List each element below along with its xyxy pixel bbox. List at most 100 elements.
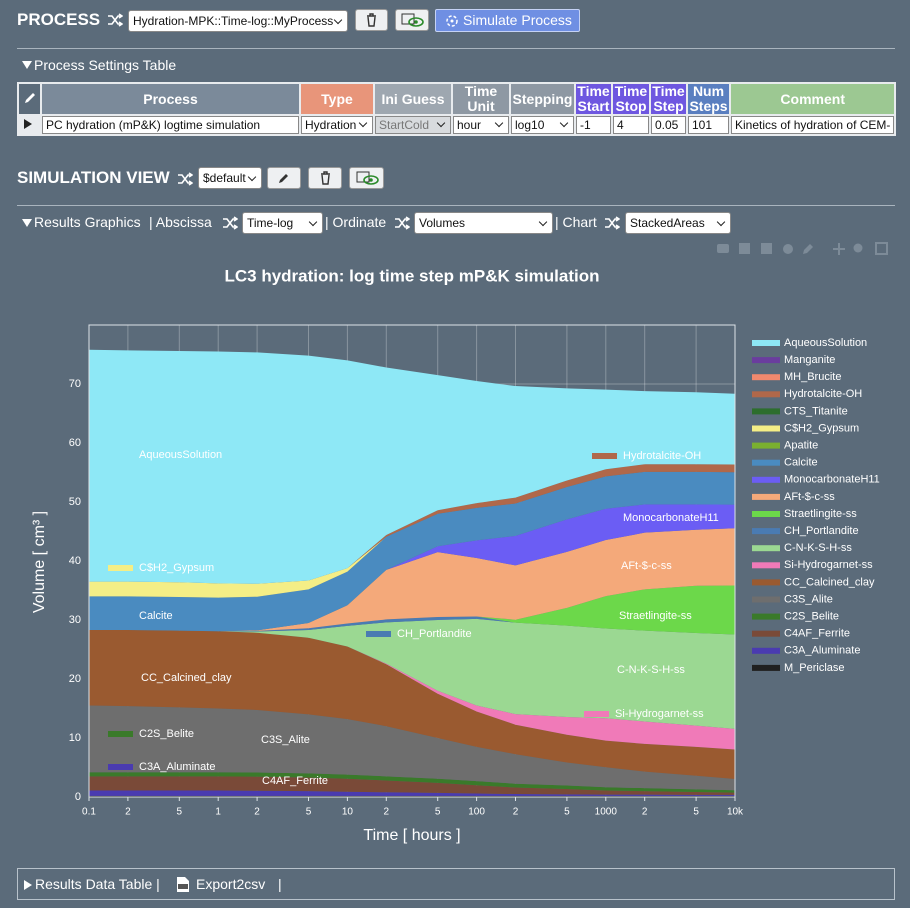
stacked-area [89, 471, 735, 598]
expand-toggle[interactable] [23, 879, 33, 891]
plot-frame [88, 324, 736, 798]
expand-icon [24, 118, 32, 129]
collapse-toggle[interactable] [22, 218, 32, 228]
shuffle-icon[interactable] [222, 216, 238, 230]
results-data-panel: Results Data Table | Export2csv | [17, 868, 895, 900]
area-label-swatch [108, 731, 133, 737]
modebar-button[interactable] [717, 244, 729, 253]
x-tick-label: 2 [125, 807, 131, 818]
legend-swatch [752, 579, 780, 586]
legend-label: Si-Hydrogarnet-ss [784, 559, 873, 571]
legend-swatch [752, 476, 780, 483]
trash-icon [321, 171, 330, 185]
eye-icon [401, 13, 424, 27]
area-label-swatch [584, 711, 609, 717]
stacked-area [89, 790, 735, 796]
x-tick-label: 10k [727, 807, 744, 818]
stacked-area [89, 630, 735, 750]
legend-label: Apatite [784, 440, 818, 452]
cell[interactable]: Hydration [301, 116, 373, 134]
column-header[interactable]: Stepping [511, 84, 574, 114]
column-header[interactable]: Comment [731, 84, 895, 114]
view-select[interactable]: $default [198, 167, 262, 189]
delete-button[interactable] [355, 9, 388, 31]
results-graphics: Results Graphics [34, 214, 141, 230]
simulate-button[interactable]: Simulate Process [435, 9, 580, 32]
legend-swatch [752, 511, 780, 517]
legend-label: CC_Calcined_clay [784, 576, 875, 588]
stacked-area [89, 776, 735, 795]
cell[interactable]: 4 [613, 116, 649, 134]
legend-label: C3A_Aluminate [784, 645, 860, 657]
stacked-area [89, 585, 735, 635]
x-tick-label: 0.1 [82, 807, 96, 818]
shuffle-icon[interactable] [394, 216, 410, 230]
shuffle-icon[interactable] [604, 216, 620, 230]
modebar-button[interactable] [761, 243, 772, 254]
legend-swatch [752, 493, 780, 500]
view-button[interactable] [395, 9, 429, 31]
ordinate-select[interactable]: Volumes [414, 212, 553, 234]
x-tick-label: 2 [513, 807, 519, 818]
modebar-button[interactable] [875, 242, 888, 255]
column-header[interactable]: Time Stop [613, 83, 649, 114]
legend-label: Calcite [784, 457, 818, 469]
y-tick-label: 10 [69, 732, 81, 744]
legend-swatch [752, 357, 780, 364]
modebar-button[interactable] [783, 244, 793, 254]
stacked-area [89, 705, 735, 791]
stacked-area [89, 618, 735, 729]
results-table-label: Results Data Table | [35, 876, 160, 892]
shuffle-icon[interactable] [177, 172, 193, 186]
cell[interactable]: Kinetics of hydration of CEM- [731, 116, 895, 134]
data-row: PC hydration (mP&K) logtime simulation H… [19, 116, 895, 134]
stacked-area [89, 504, 735, 632]
legend-label: M_Periclase [784, 662, 845, 674]
legend-label: MH_Brucite [784, 371, 841, 383]
row-toggle[interactable] [19, 116, 40, 134]
edit-button[interactable] [267, 167, 301, 189]
process-select[interactable]: Hydration-MPK::Time-log::MyProcess [128, 10, 348, 32]
cell[interactable]: -1 [576, 116, 611, 134]
modebar-button[interactable] [833, 243, 845, 255]
column-header[interactable]: Process [42, 84, 299, 114]
cell[interactable]: 101 [688, 116, 729, 134]
pencil-icon [24, 92, 35, 103]
column-header[interactable]: Ini Guess [375, 84, 451, 114]
column-header[interactable]: Type [301, 84, 373, 114]
area-label: C3A_Aluminate [139, 761, 215, 773]
modebar-button[interactable] [739, 243, 750, 254]
chart-select[interactable]: StackedAreas [625, 212, 731, 234]
x-tick-label: 10 [342, 807, 354, 818]
view-button[interactable] [349, 167, 384, 189]
modebar-button[interactable] [803, 244, 813, 254]
cell[interactable]: hour [453, 116, 509, 134]
column-header[interactable]: Num Steps [688, 83, 729, 114]
x-tick-label: 2 [384, 807, 390, 818]
export-button[interactable]: Export2csv [196, 876, 266, 892]
legend-swatch [752, 562, 780, 569]
y-tick-label: 70 [69, 378, 81, 390]
column-header[interactable]: Time Unit [453, 84, 509, 114]
collapse-toggle[interactable] [22, 60, 32, 70]
cell[interactable]: PC hydration (mP&K) logtime simulation [42, 116, 299, 134]
legend-label: Straetlingite-ss [784, 508, 857, 520]
x-tick-label: 5 [564, 807, 570, 818]
area-label: C-N-K-S-H-ss [617, 664, 685, 676]
legend-swatch [752, 528, 780, 535]
shuffle-icon[interactable] [107, 13, 123, 27]
column-header[interactable]: Time Step [651, 83, 686, 114]
column-header[interactable]: Time Start [576, 83, 611, 114]
modebar-button[interactable] [853, 243, 863, 253]
cell[interactable]: 0.05 [651, 116, 686, 134]
x-tick-label: 5 [693, 807, 699, 818]
x-tick-label: 1 [215, 807, 221, 818]
y-axis-title: Volume [ cm³ ] [31, 511, 48, 613]
simulate-icon [446, 15, 458, 27]
cell[interactable]: log10 [511, 116, 574, 134]
legend-label: AqueousSolution [784, 337, 867, 349]
abscissa-select[interactable]: Time-log [242, 212, 323, 234]
delete-button[interactable] [308, 167, 342, 189]
area-label: CH_Portlandite [397, 628, 472, 640]
trash-icon [367, 13, 376, 27]
